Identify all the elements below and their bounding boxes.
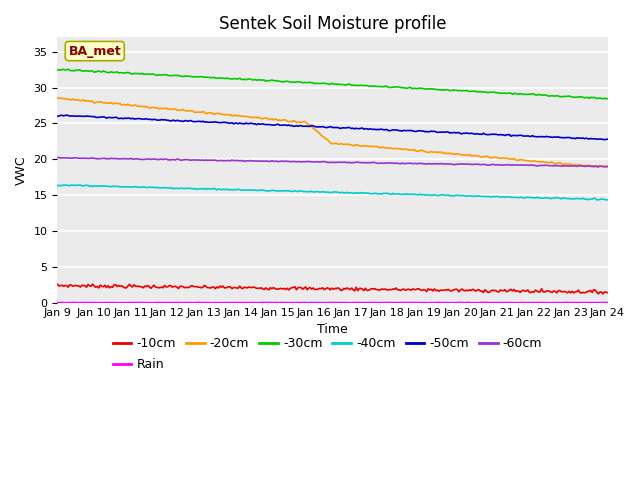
- -20cm: [246, 115, 254, 120]
- -50cm: [246, 120, 254, 126]
- -60cm: [296, 159, 303, 165]
- Rain: [219, 300, 227, 306]
- -60cm: [237, 158, 245, 164]
- -60cm: [55, 155, 63, 160]
- -10cm: [604, 290, 611, 296]
- -30cm: [122, 70, 130, 75]
- -40cm: [593, 197, 600, 203]
- -20cm: [237, 113, 245, 119]
- -20cm: [219, 112, 227, 118]
- -30cm: [246, 76, 254, 82]
- -50cm: [54, 113, 61, 119]
- -50cm: [219, 120, 227, 125]
- Rain: [604, 300, 611, 306]
- -50cm: [575, 135, 582, 141]
- -50cm: [600, 137, 608, 143]
- -20cm: [55, 95, 63, 101]
- Rain: [179, 300, 187, 306]
- Title: Sentek Soil Moisture profile: Sentek Soil Moisture profile: [219, 15, 446, 33]
- -20cm: [54, 95, 61, 101]
- -10cm: [573, 289, 580, 295]
- -50cm: [237, 121, 245, 127]
- -50cm: [122, 116, 130, 121]
- Rain: [246, 300, 254, 306]
- -40cm: [77, 182, 84, 188]
- -50cm: [604, 136, 611, 142]
- -30cm: [64, 66, 72, 72]
- -20cm: [296, 120, 303, 125]
- Line: -20cm: -20cm: [58, 98, 607, 167]
- -60cm: [246, 157, 254, 163]
- Rain: [237, 300, 245, 305]
- -30cm: [599, 96, 607, 102]
- Line: -50cm: -50cm: [58, 115, 607, 140]
- -40cm: [575, 196, 582, 202]
- X-axis label: Time: Time: [317, 323, 348, 336]
- Rain: [121, 300, 129, 306]
- -60cm: [575, 163, 582, 168]
- Line: -60cm: -60cm: [58, 157, 607, 167]
- -10cm: [294, 285, 302, 290]
- Line: -30cm: -30cm: [58, 69, 607, 99]
- -40cm: [604, 197, 611, 203]
- -30cm: [54, 67, 61, 73]
- Rain: [576, 300, 584, 306]
- -20cm: [604, 163, 611, 169]
- -40cm: [296, 188, 303, 194]
- Y-axis label: VWC: VWC: [15, 155, 28, 185]
- Text: BA_met: BA_met: [68, 45, 121, 58]
- -60cm: [219, 158, 227, 164]
- -30cm: [575, 94, 582, 100]
- -20cm: [600, 164, 608, 170]
- -40cm: [219, 186, 227, 192]
- -10cm: [54, 281, 61, 287]
- -20cm: [575, 162, 582, 168]
- Rain: [296, 300, 303, 305]
- -10cm: [245, 284, 253, 290]
- -40cm: [122, 184, 130, 190]
- Legend: Rain: Rain: [108, 353, 169, 376]
- -40cm: [54, 182, 61, 188]
- Line: -10cm: -10cm: [58, 284, 607, 294]
- Rain: [54, 300, 61, 305]
- Line: -40cm: -40cm: [58, 185, 607, 200]
- -50cm: [63, 112, 70, 118]
- -10cm: [599, 291, 607, 297]
- -30cm: [237, 76, 245, 82]
- -30cm: [604, 96, 611, 101]
- -40cm: [237, 188, 245, 193]
- -30cm: [219, 75, 227, 81]
- -60cm: [595, 164, 602, 170]
- -50cm: [296, 123, 303, 129]
- -30cm: [296, 79, 303, 85]
- -10cm: [218, 284, 225, 290]
- -60cm: [604, 164, 611, 169]
- Rain: [563, 300, 570, 305]
- -20cm: [122, 102, 130, 108]
- -60cm: [122, 156, 130, 162]
- -60cm: [54, 155, 61, 161]
- -10cm: [121, 285, 129, 291]
- -40cm: [246, 187, 254, 193]
- -10cm: [236, 283, 244, 289]
